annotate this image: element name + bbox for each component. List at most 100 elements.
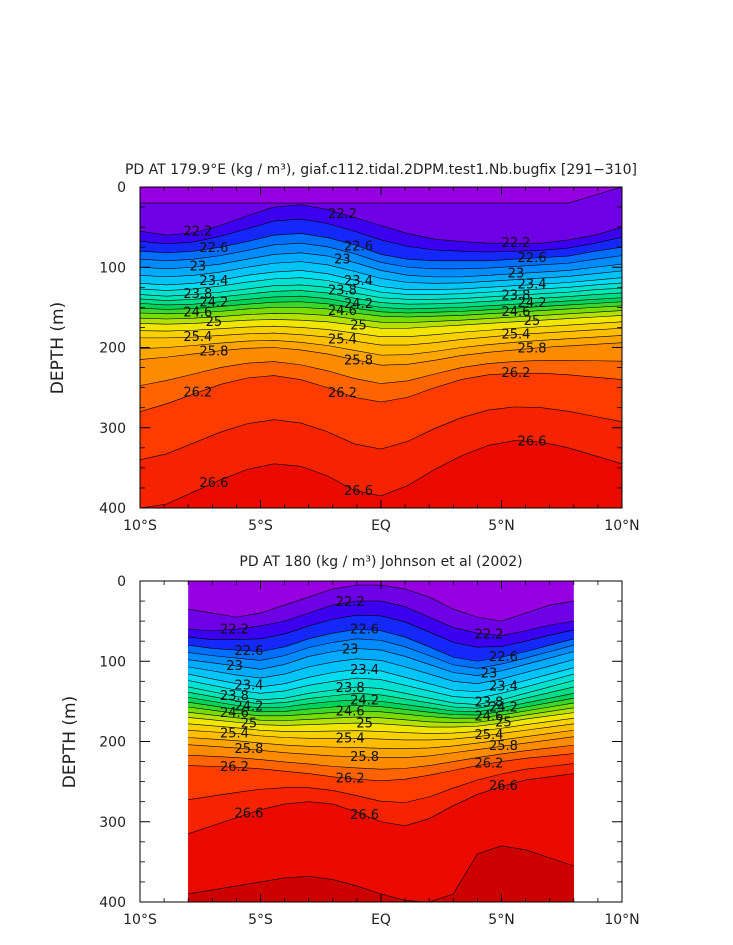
contour-line (140, 305, 622, 318)
contour-label: 26.2 (220, 760, 249, 775)
contour-label: 25.8 (344, 353, 373, 368)
contour-label: 23.4 (489, 679, 518, 694)
contour-label: 24.2 (489, 700, 518, 715)
contour-label: 22.2 (220, 622, 249, 637)
x-tick-label: 5°N (488, 518, 514, 534)
contour-label: 22.6 (350, 623, 379, 638)
contour-label: 25.8 (234, 742, 263, 757)
contour-label: 24.6 (328, 304, 357, 319)
contour-line (140, 321, 622, 337)
contour-label: 26.2 (328, 386, 357, 401)
contour-label: 25.4 (328, 332, 357, 347)
contour-line (140, 315, 622, 329)
bottom-contour-fills (188, 581, 574, 902)
contour-label: 23.8 (183, 287, 212, 302)
contour-label: 25 (356, 716, 373, 731)
contour-label: 23 (190, 260, 207, 275)
x-tick-label: 10°N (604, 912, 639, 928)
contour-line (188, 744, 574, 770)
contour-line (188, 845, 574, 902)
contour-label: 26.2 (474, 757, 503, 772)
bottom-y-axis-title: DEPTH (m) (60, 696, 80, 788)
contour-label: 22.6 (234, 644, 263, 659)
contour-label: 25 (206, 315, 223, 330)
contour-line (188, 673, 574, 699)
contour-line (188, 702, 574, 719)
contour-label: 25.4 (336, 731, 365, 746)
contour-label: 26.6 (518, 435, 547, 450)
contour-label: 24.6 (183, 306, 212, 321)
contour-label: 26.6 (199, 476, 228, 491)
y-tick-label: 100 (99, 654, 126, 670)
contour-line (188, 723, 574, 741)
contour-line (140, 360, 622, 386)
contour-label: 24.2 (199, 295, 228, 310)
contour-line (140, 242, 622, 270)
contour-line (140, 284, 622, 300)
bottom-panel-title: PD AT 180 (kg / m³) Johnson et al (2002) (239, 554, 522, 570)
bottom-panel: PD AT 180 (kg / m³) Johnson et al (2002)… (60, 554, 640, 928)
contour-line (140, 218, 622, 253)
contour-label: 22.6 (344, 239, 373, 254)
contour-label: 23.8 (501, 288, 530, 303)
contour-line (188, 628, 574, 662)
contour-line (188, 658, 574, 685)
contour-label: 23.8 (328, 283, 357, 298)
contour-label: 23 (226, 659, 243, 674)
contour-line (188, 680, 574, 705)
x-tick-label: 5°S (248, 518, 273, 534)
x-tick-label: EQ (371, 518, 391, 534)
contour-line (140, 310, 622, 323)
contour-label: 23 (342, 642, 359, 657)
contour-line (140, 233, 622, 262)
contour-line (188, 729, 574, 750)
contour-line (140, 270, 622, 291)
x-tick-label: 10°S (123, 912, 157, 928)
contour-label: 23 (508, 267, 525, 282)
contour-band (188, 845, 574, 902)
contour-label: 23.8 (336, 681, 365, 696)
contour-label: 25 (241, 716, 258, 731)
contour-label: 22.6 (518, 251, 547, 266)
contour-label: 23.4 (344, 274, 373, 289)
contour-line (188, 717, 574, 734)
contour-line (140, 295, 622, 310)
contour-line (188, 763, 574, 803)
top-y-axis-title: DEPTH (m) (48, 302, 68, 394)
contour-label: 24.2 (350, 693, 379, 708)
contour-label: 25.4 (501, 328, 530, 343)
contour-line (140, 406, 622, 461)
contour-line (188, 600, 574, 636)
contour-label: 25.4 (183, 330, 212, 345)
top-panel-title: PD AT 179.9°E (kg / m³), giaf.c112.tidal… (125, 162, 637, 178)
contour-label: 22.6 (489, 650, 518, 665)
contour-line (188, 773, 574, 835)
contour-label: 23.8 (220, 689, 249, 704)
contour-line (188, 686, 574, 709)
contour-line (188, 638, 574, 669)
contour-label: 23 (334, 253, 351, 268)
contour-label: 24.2 (234, 700, 263, 715)
contour-line (188, 667, 574, 693)
y-tick-label: 400 (99, 501, 126, 517)
contour-label: 23.8 (474, 695, 503, 710)
contour-line (188, 707, 574, 723)
contour-label: 22.2 (183, 225, 212, 240)
contour-line (140, 342, 622, 366)
contour-line (188, 697, 574, 716)
contour-line (140, 335, 622, 356)
x-tick-label: 5°N (488, 912, 514, 928)
contour-label: 22.2 (336, 595, 365, 610)
contour-label: 25 (495, 716, 512, 731)
x-tick-label: 10°N (604, 518, 639, 534)
contour-label: 23.4 (199, 274, 228, 289)
contour-line (140, 204, 622, 244)
bottom-contour-lines (188, 584, 574, 902)
contour-line (140, 290, 622, 305)
top-contour-lines (140, 187, 622, 508)
contour-line (188, 736, 574, 758)
contour-label: 25.8 (518, 341, 547, 356)
contour-label: 22.6 (199, 241, 228, 256)
contour-label: 24.6 (501, 305, 530, 320)
